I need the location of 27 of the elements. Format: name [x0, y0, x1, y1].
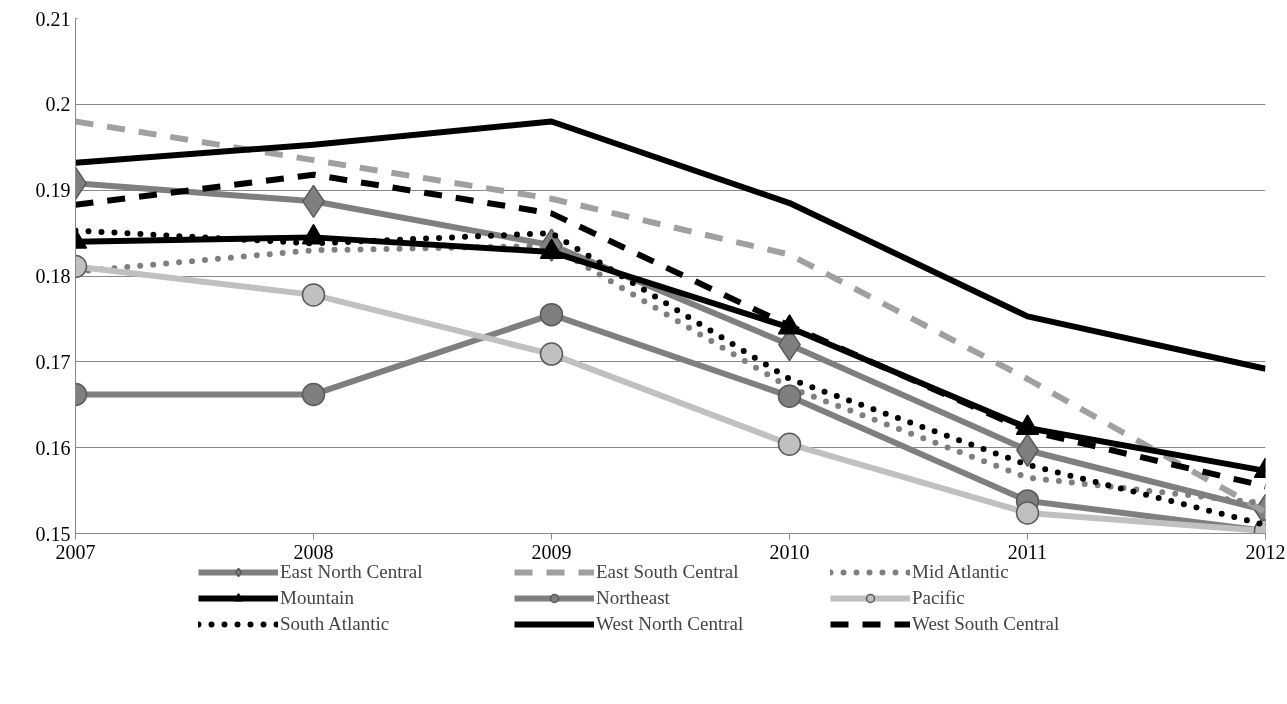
point [777, 384, 802, 408]
legend-label: East South Central [596, 561, 740, 583]
point [777, 432, 802, 456]
y-tick-label: 0.2 [45, 93, 71, 116]
y-tick-label: 0.17 [35, 350, 71, 373]
x-tick-label: 2012 [1245, 540, 1286, 563]
legend-label: Northeast [596, 587, 671, 609]
legend-label: East North Central [280, 561, 424, 583]
point [301, 283, 326, 307]
point [301, 382, 326, 407]
x-tick-label: 2011 [1007, 540, 1048, 563]
x-tick-label: 2008 [293, 540, 334, 563]
y-tick-label: 0.18 [35, 265, 71, 287]
legend-label: West South Central [912, 613, 1061, 635]
y-tick-label: 0.19 [35, 179, 71, 202]
legend-label: South Atlantic [280, 613, 391, 635]
point [539, 342, 564, 366]
legend-label: Mountain [280, 587, 355, 609]
point [539, 302, 564, 327]
legend-label: Mid Atlantic [912, 561, 1010, 583]
x-tick-label: 2010 [769, 540, 810, 563]
point [1015, 501, 1040, 525]
x-tick-label: 2009 [531, 540, 572, 563]
y-tick-label: 0.21 [35, 7, 71, 30]
legend-label: West North Central [596, 613, 745, 635]
legend-label: Pacific [912, 587, 966, 609]
y-tick-label: 0.16 [35, 436, 71, 459]
